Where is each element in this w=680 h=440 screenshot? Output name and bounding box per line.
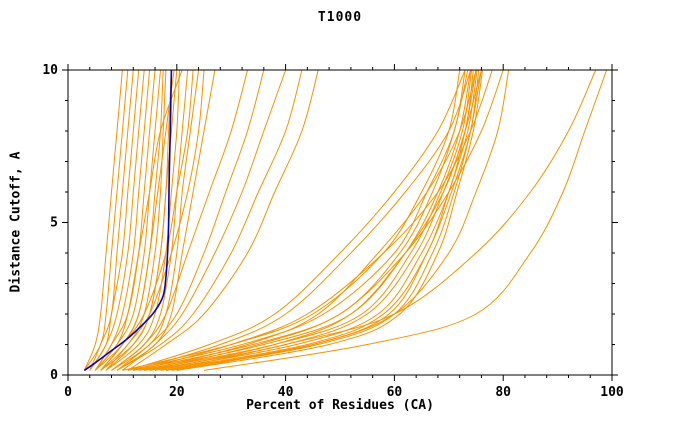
svg-text:40: 40 (278, 385, 294, 400)
svg-text:0: 0 (64, 385, 72, 400)
svg-text:60: 60 (387, 385, 403, 400)
svg-text:5: 5 (50, 216, 58, 231)
svg-text:0: 0 (50, 368, 58, 383)
x-axis-label: Percent of Residues (CA) (246, 398, 434, 413)
svg-text:80: 80 (495, 385, 511, 400)
svg-text:20: 20 (169, 385, 185, 400)
chart-title: T1000 (317, 10, 363, 25)
svg-text:10: 10 (42, 63, 58, 78)
y-axis-label: Distance Cutoff, A (8, 151, 24, 293)
svg-text:100: 100 (600, 385, 624, 400)
